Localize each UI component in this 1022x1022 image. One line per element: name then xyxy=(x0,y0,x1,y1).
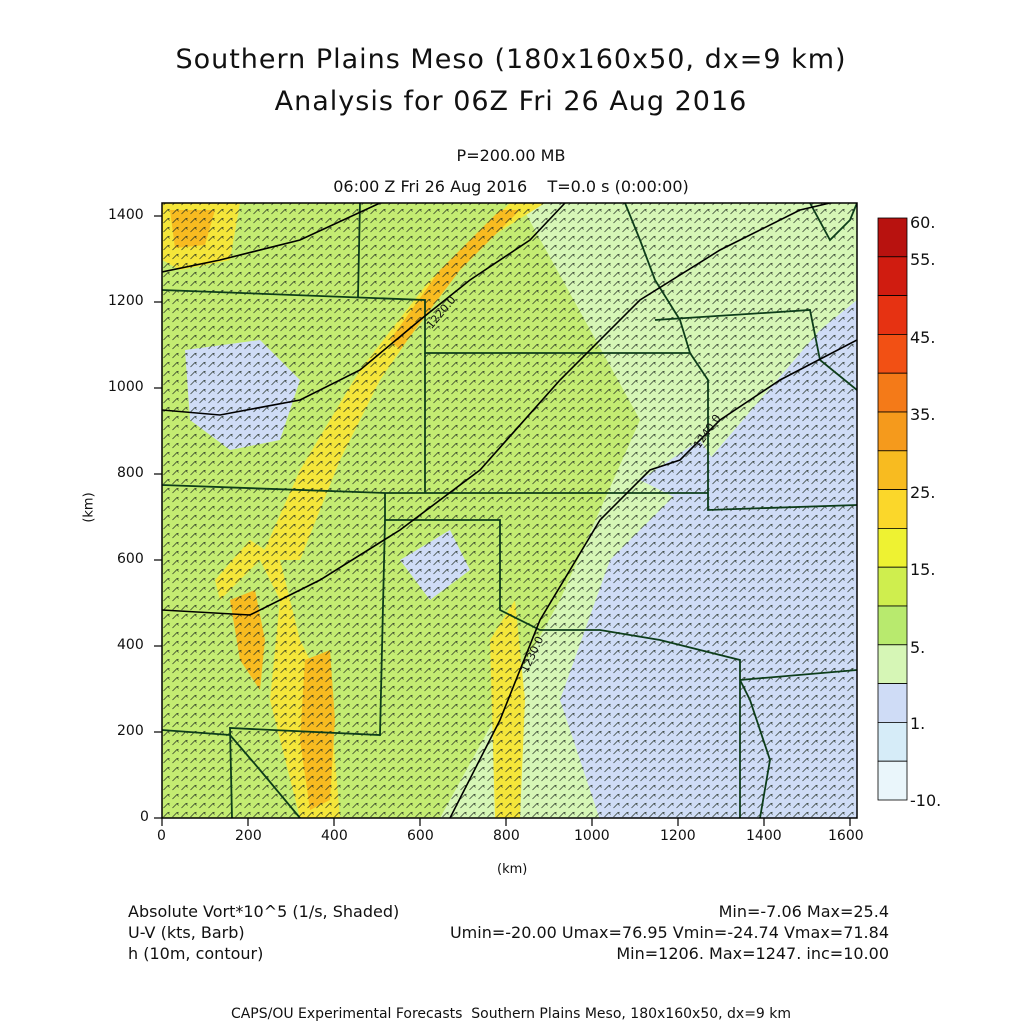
y-axis-label: (km) xyxy=(81,492,97,523)
colorbar-swatch xyxy=(877,372,908,413)
x-tick-label: 1200 xyxy=(660,828,696,844)
colorbar-swatch xyxy=(877,722,908,762)
field-height-stats: Min=1206. Max=1247. inc=10.00 xyxy=(616,944,889,963)
x-tick-label: 1000 xyxy=(574,828,610,844)
x-tick-label: 1400 xyxy=(746,828,782,844)
y-tick-label: 1000 xyxy=(108,379,144,395)
colorbar-swatch xyxy=(877,411,908,452)
field-height: h (10m, contour) xyxy=(128,944,264,963)
colorbar-swatch xyxy=(877,760,908,801)
colorbar-swatch xyxy=(877,217,908,258)
x-tick-label: 200 xyxy=(235,828,262,844)
colorbar-swatch xyxy=(877,333,908,374)
colorbar xyxy=(877,217,908,801)
colorbar-swatch xyxy=(877,644,908,684)
x-tick-label: 1600 xyxy=(828,828,864,844)
field-vorticity: Absolute Vort*10^5 (1/s, Shaded) xyxy=(128,902,400,921)
colorbar-swatch xyxy=(877,256,908,296)
colorbar-swatch xyxy=(877,295,908,335)
y-tick-label: 800 xyxy=(117,465,144,481)
colorbar-label: 35. xyxy=(910,405,936,424)
colorbar-label: 25. xyxy=(910,483,936,502)
y-tick-label: 200 xyxy=(117,723,144,739)
y-tick-label: 600 xyxy=(117,551,144,567)
y-tick-label: 0 xyxy=(140,809,149,825)
valid-time: 06:00 Z Fri 26 Aug 2016 T=0.0 s (0:00:00… xyxy=(333,177,689,196)
colorbar-swatch xyxy=(877,566,908,607)
colorbar-label: 55. xyxy=(910,250,936,269)
title-line-1: Southern Plains Meso (180x160x50, dx=9 k… xyxy=(175,44,847,75)
colorbar-label: 60. xyxy=(910,213,936,232)
title-line-2: Analysis for 06Z Fri 26 Aug 2016 xyxy=(274,86,748,117)
y-tick-label: 1400 xyxy=(108,207,144,223)
colorbar-swatch xyxy=(877,683,908,723)
field-wind-stats: Umin=-20.00 Umax=76.95 Vmin=-24.74 Vmax=… xyxy=(449,923,889,942)
y-tick-label: 1200 xyxy=(108,293,144,309)
x-tick-label: 0 xyxy=(157,828,166,844)
vorticity-shading xyxy=(162,203,857,818)
colorbar-label: -10. xyxy=(910,791,942,810)
y-tick-label: 400 xyxy=(117,637,144,653)
colorbar-label: 5. xyxy=(910,638,926,657)
field-vorticity-stats: Min=-7.06 Max=25.4 xyxy=(718,902,889,921)
pressure-level: P=200.00 MB xyxy=(456,146,566,165)
tick-marks xyxy=(154,215,851,826)
colorbar-label: 15. xyxy=(910,560,936,579)
state-borders xyxy=(162,203,857,818)
colorbar-label: 45. xyxy=(910,328,936,347)
x-tick-label: 800 xyxy=(493,828,520,844)
field-wind: U-V (kts, Barb) xyxy=(128,923,245,942)
colorbar-label: 1. xyxy=(910,714,926,733)
colorbar-swatch xyxy=(877,489,908,529)
colorbar-swatch xyxy=(877,605,908,646)
colorbar-swatch xyxy=(877,528,908,568)
height-contours xyxy=(162,203,857,818)
x-tick-label: 400 xyxy=(321,828,348,844)
x-tick-label: 600 xyxy=(407,828,434,844)
plot-frame xyxy=(161,202,858,819)
x-axis-label: (km) xyxy=(497,862,528,877)
colorbar-swatch xyxy=(877,450,908,490)
footer-credit: CAPS/OU Experimental Forecasts Southern … xyxy=(230,1006,792,1022)
